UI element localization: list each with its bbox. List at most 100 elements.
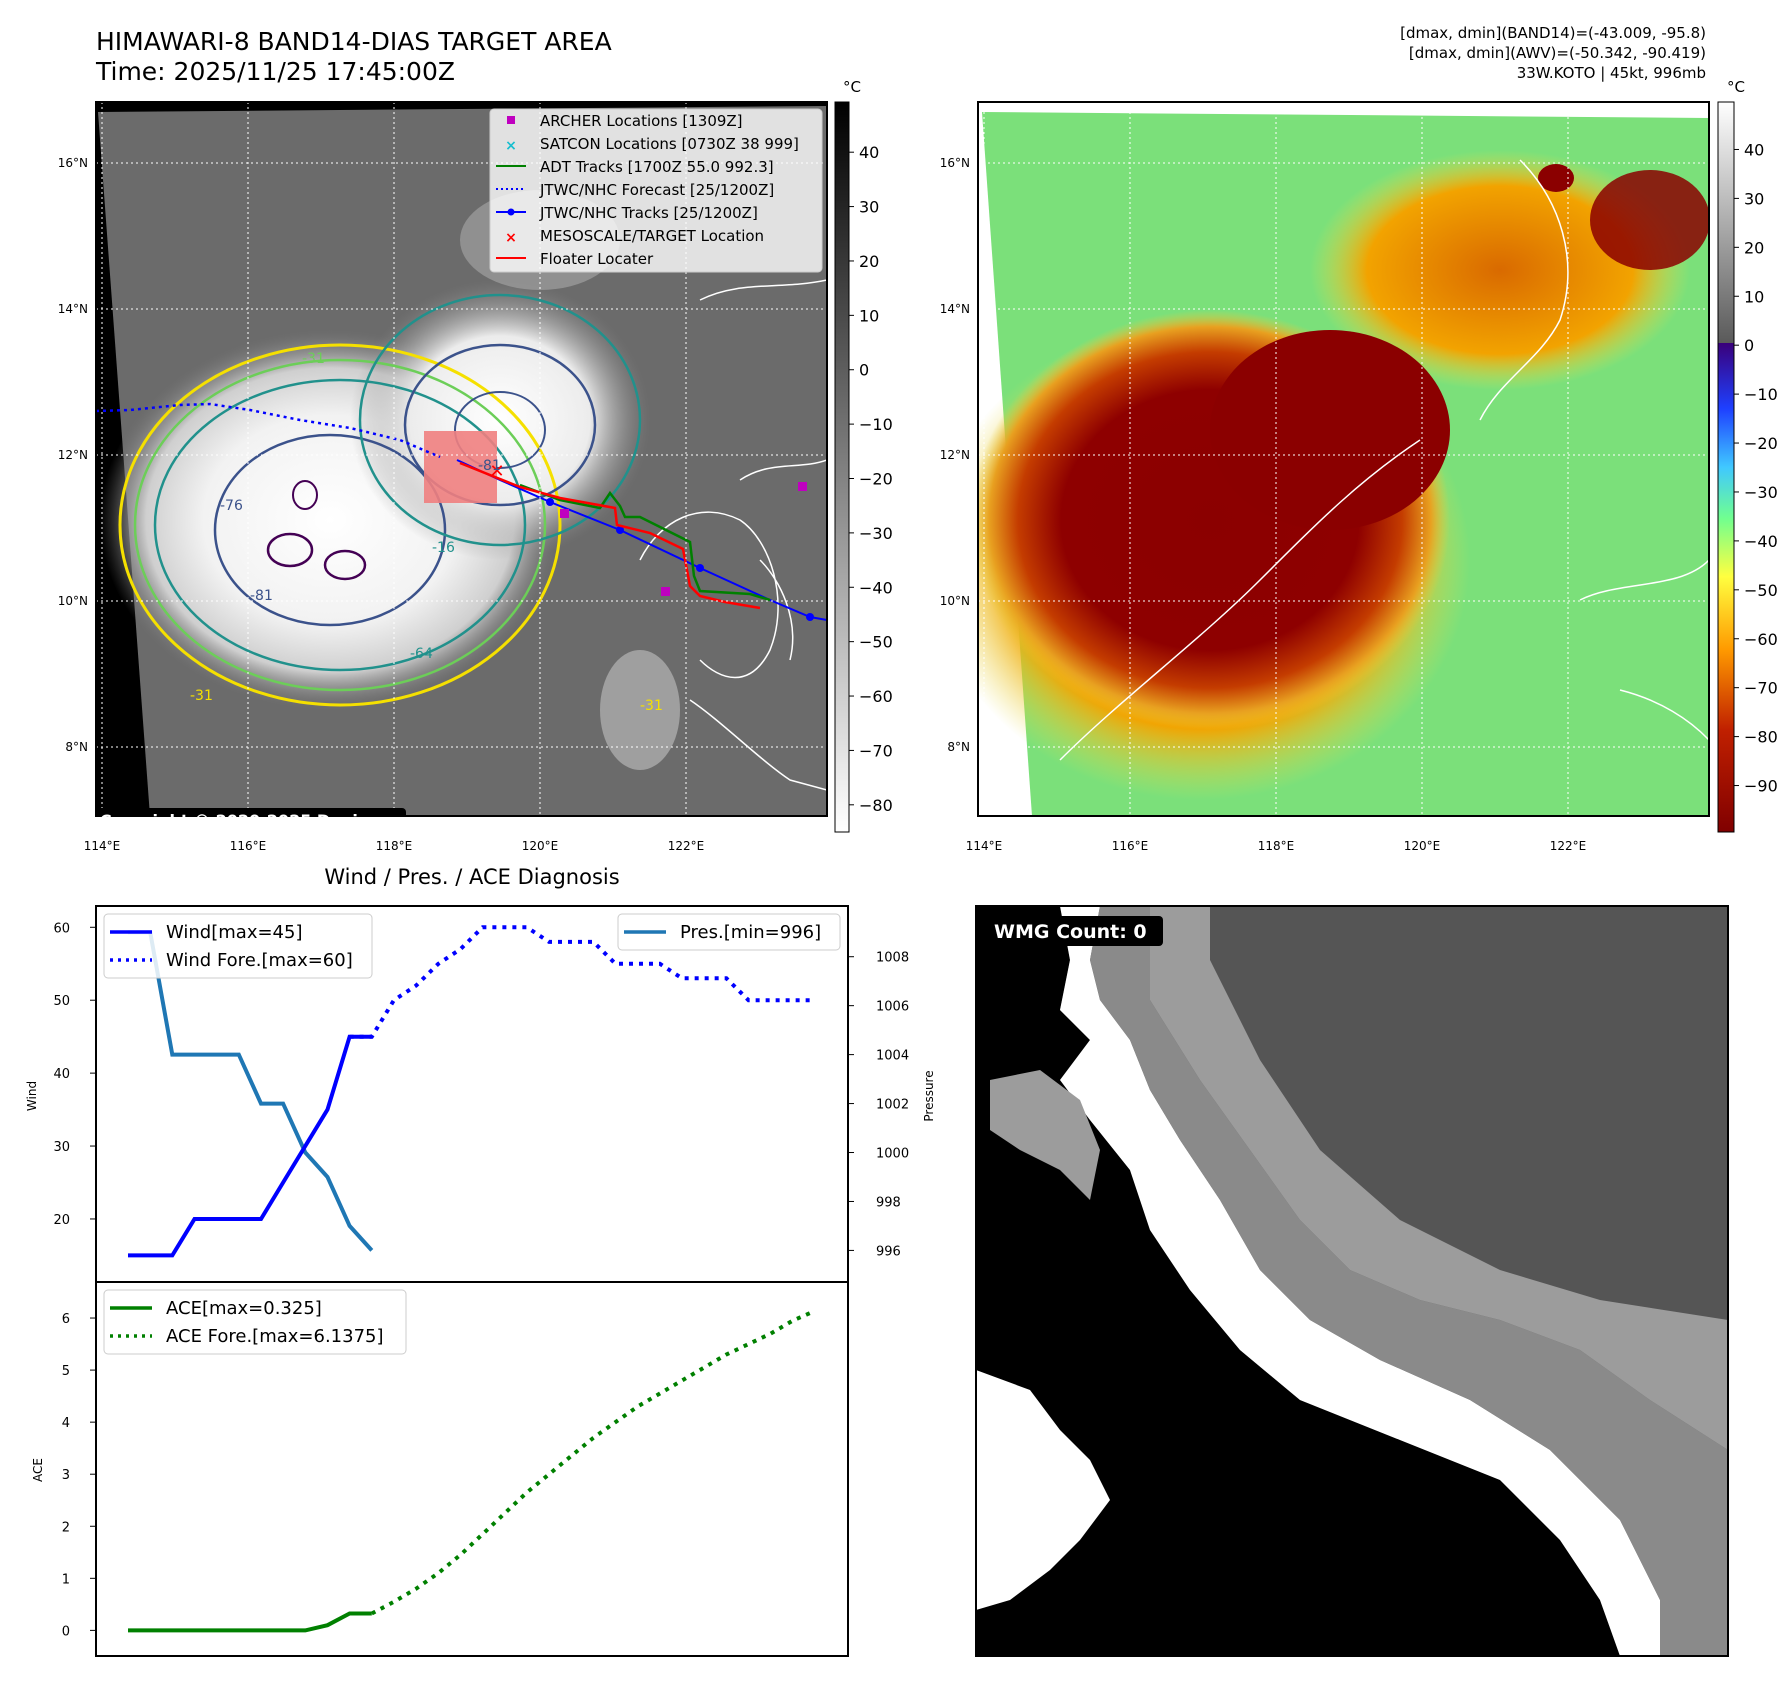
colorbar2-tick-label-4: 0	[1744, 336, 1754, 355]
map2-lon-118: 118°E	[1258, 839, 1295, 853]
legend-target: MESOSCALE/TARGET Location	[540, 227, 764, 245]
awv-range: [dmax, dmin](AWV)=(-50.342, -90.419)	[1409, 44, 1706, 62]
ace-panel: 0 1 2 3 4 5 6 ACE ACE[max=0.325] ACE Fore.[max…	[31, 1281, 849, 1657]
contour-blue-east	[403, 343, 597, 507]
contour-purple-2	[323, 549, 367, 581]
archer-point-1	[560, 509, 569, 518]
colorbar1-tick-label-6: −20	[859, 470, 893, 489]
colorbar1-tick-label-12: −80	[859, 796, 893, 815]
map2-lat-14: 14°N	[940, 302, 970, 316]
colorbar1-tick-label-5: −10	[859, 415, 893, 434]
map1-lat-12: 12°N	[58, 448, 88, 462]
legend-adt: ADT Tracks [1700Z 55.0 992.3]	[540, 158, 774, 176]
legend-box	[489, 108, 823, 273]
ace-ylabel: ACE	[31, 1458, 45, 1482]
pressure-ylabel: Pressure	[922, 1070, 936, 1121]
moisture-core-east	[1210, 330, 1450, 530]
colorbar2-tick-label-13: −90	[1744, 777, 1778, 796]
colorbar2-tick-label-0: 40	[1744, 140, 1764, 159]
colorbar1-tick-label-7: −30	[859, 524, 893, 543]
ace-legend-label: ACE[max=0.325]	[166, 1298, 322, 1319]
ace-axis-tick-label-5: 5	[62, 1364, 70, 1379]
ace-axis-tick-label-2: 2	[62, 1520, 70, 1535]
ace-series	[128, 1309, 816, 1633]
map2-lon-114: 114°E	[966, 839, 1003, 853]
wind-legend-box	[103, 913, 373, 979]
map1-lon-114: 114°E	[84, 839, 121, 853]
contour-label-7: -81	[478, 458, 501, 474]
map1-lat-14: 14°N	[58, 302, 88, 316]
contour-label-3: -81	[250, 588, 273, 604]
colorbar1-tick-label-11: −70	[859, 741, 893, 760]
contour-label-1: -31	[302, 351, 325, 367]
jtwc-point-4	[806, 613, 814, 621]
map1-lon-labels: 114°E 116°E 118°E 120°E 122°E	[84, 839, 705, 853]
pressure-legend-label: Pres.[min=996]	[680, 922, 821, 943]
ace-axis-tick-label-6: 6	[62, 1312, 70, 1327]
colorbar2-tick-label-9: −50	[1744, 581, 1778, 600]
ace-axis-tick-label-3: 3	[62, 1468, 70, 1483]
coastline-map2	[1059, 159, 1709, 761]
copyright-bg	[96, 808, 406, 816]
storm-info: 33W.KOTO | 45kt, 996mb	[1517, 64, 1706, 82]
legend-forecast: JTWC/NHC Forecast [25/1200Z]	[539, 181, 774, 199]
colorbar1-unit: °C	[843, 78, 861, 96]
jtwc-point-3	[696, 564, 704, 572]
wmg-border	[975, 905, 1729, 1657]
ace-axis-ticks: 0 1 2 3 4 5 6	[62, 1312, 96, 1639]
floater-track	[459, 461, 761, 610]
map1-lat-16: 16°N	[58, 156, 88, 170]
ace-legend-box	[103, 1289, 407, 1355]
colorbar2-ticks: 40 30 20 10 0 −10 −20 −30 −40 −50 −60 −70 −80 −90	[1734, 140, 1778, 796]
pressure-axis-ticks: 996 998 1000 1002 1004 1006 1008	[848, 951, 909, 1259]
colorbar2-tick-label-3: 10	[1744, 287, 1764, 306]
colorbar1-tick-label-8: −40	[859, 578, 893, 597]
colorbar1-tick-label-10: −60	[859, 687, 893, 706]
contour-green	[133, 358, 547, 692]
ace-line	[128, 1611, 372, 1633]
contour-purple-3	[292, 480, 318, 510]
pressure-axis-tick-label-6: 1008	[876, 951, 909, 966]
colorbar2-tick-label-11: −70	[1744, 679, 1778, 698]
map2-lat-12: 12°N	[940, 448, 970, 462]
colorbar1-tick-label-4: 0	[859, 361, 869, 380]
colorbar2-tick-label-12: −80	[1744, 728, 1778, 747]
diag-title: Wind / Pres. / ACE Diagnosis	[324, 865, 619, 889]
pressure-legend-box	[617, 913, 841, 951]
contour-teal	[153, 378, 527, 672]
wind-ylabel: Wind	[25, 1081, 39, 1111]
legend-floater: Floater Locater	[540, 250, 654, 268]
colorbar1-tick-label-2: 20	[859, 252, 879, 271]
colorbar-awv: °C 40 30 20 10 0 −10 −20 −30 −40 −50 −60 −70 −80 −90	[1717, 78, 1778, 833]
contour-purple-1	[266, 532, 314, 568]
ace-axis-tick-label-0: 0	[62, 1624, 70, 1639]
wind-fore-legend-label: Wind Fore.[max=60]	[166, 950, 353, 971]
contour-yellow	[118, 343, 562, 707]
map2-gridlines	[978, 102, 1709, 816]
map1-lon-116: 116°E	[230, 839, 267, 853]
pressure-axis-tick-label-2: 1000	[876, 1147, 909, 1162]
ace-axis-tick-label-1: 1	[62, 1572, 70, 1587]
legend-tracks: JTWC/NHC Tracks [25/1200Z]	[539, 204, 758, 222]
ace-forecast-line	[370, 1309, 816, 1616]
jtwc-point-2	[616, 526, 624, 534]
colorbar2-tick-label-10: −60	[1744, 630, 1778, 649]
map2-lat-16: 16°N	[940, 156, 970, 170]
cloud-south	[600, 650, 680, 770]
colorbar2-bar	[1717, 101, 1735, 833]
legend-tracks-dot	[507, 208, 515, 216]
colorbar2-tick-label-7: −30	[1744, 483, 1778, 502]
colorbar1-bar	[834, 101, 850, 833]
legend-archer: ARCHER Locations [1309Z]	[540, 112, 743, 130]
map1-lon-120: 120°E	[522, 839, 559, 853]
pressure-axis-tick-label-3: 1002	[876, 1098, 909, 1113]
map2-lat-8: 8°N	[947, 740, 970, 754]
band14-map: ✕ -31 -76 -81 -16 -64 -31 -81 -31	[58, 101, 828, 853]
colorbar1-tick-label-0: 40	[859, 143, 879, 162]
map1-gridlines	[96, 102, 827, 816]
wind-pressure-panel: 20 30 40 50 60 996 998 1000 1002 1004 1006 1008 Wi…	[25, 905, 936, 1283]
contour-label-2: -76	[220, 498, 243, 514]
map2-lat-10: 10°N	[940, 594, 970, 608]
wind-legend-label: Wind[max=45]	[166, 922, 303, 943]
map1-lat-8: 8°N	[65, 740, 88, 754]
